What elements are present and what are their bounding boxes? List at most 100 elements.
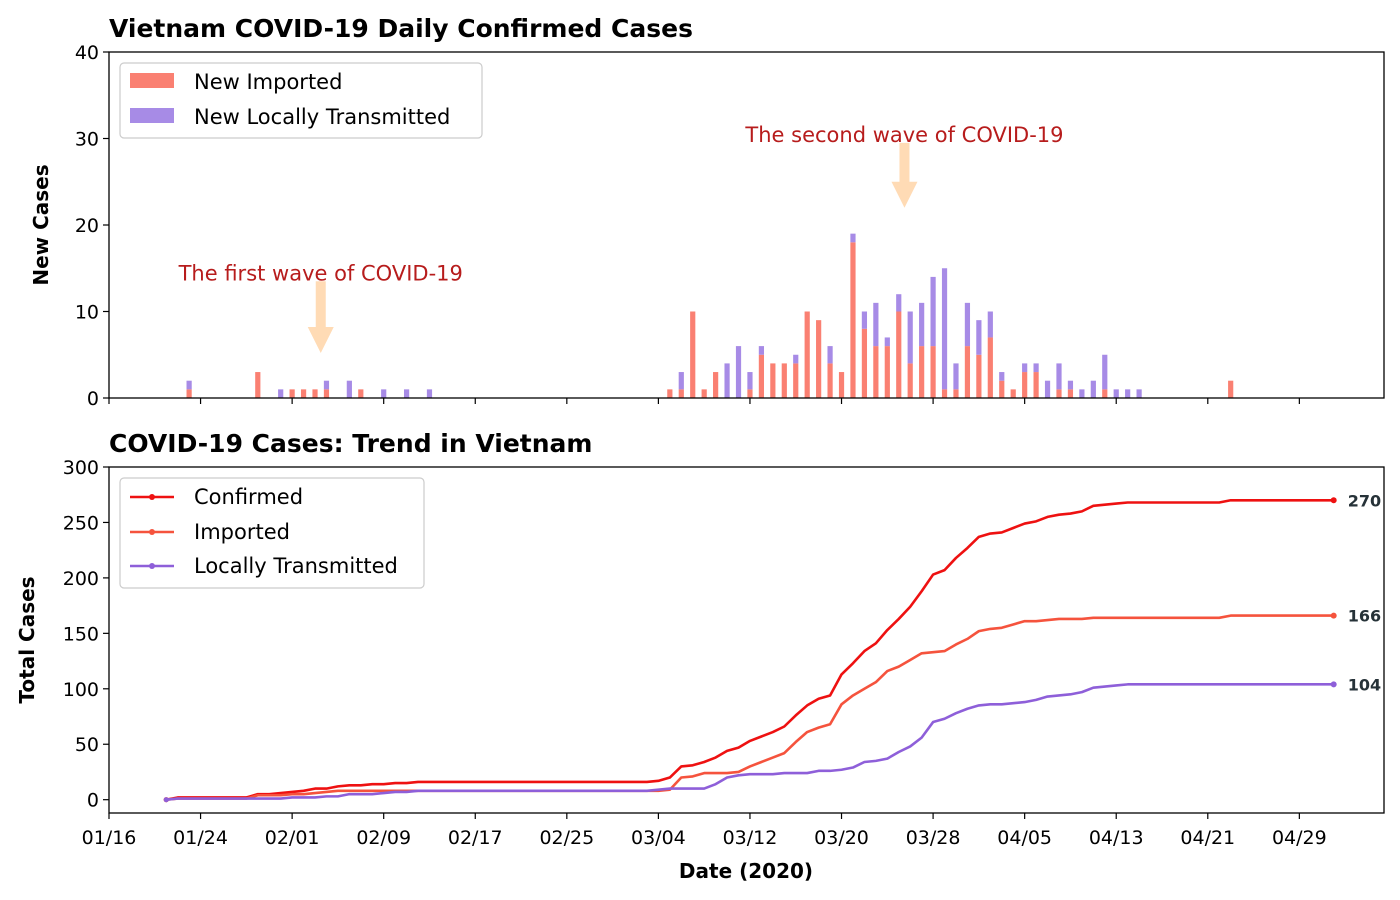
bar-imported <box>850 242 856 398</box>
legend-label-new-local: New Locally Transmitted <box>194 105 450 129</box>
bar-local <box>999 372 1005 381</box>
bar-local <box>884 337 890 347</box>
bar-local <box>278 389 284 398</box>
daily-cases-chart: Vietnam COVID-19 Daily Confirmed Cases N… <box>29 14 1385 410</box>
bar-local <box>1113 389 1119 398</box>
chart2-ylabel: Total Cases <box>15 576 39 703</box>
chart1-ylabel: New Cases <box>29 164 53 285</box>
bar-local <box>827 346 833 364</box>
bar-local <box>976 320 982 355</box>
bar-imported <box>1033 372 1039 398</box>
bar-imported <box>838 372 845 398</box>
bar-local <box>426 389 433 398</box>
bar-local <box>1125 389 1131 398</box>
chart2-end-labels: 270 166 104 <box>1348 491 1381 694</box>
bar-local <box>861 311 868 329</box>
chart2-legend-box <box>119 477 425 589</box>
bar-imported <box>976 354 982 398</box>
chart1-ytick-label: 10 <box>75 302 99 324</box>
bar-local <box>724 363 730 398</box>
bar-imported <box>690 311 696 398</box>
bar-imported <box>255 372 261 398</box>
chart2-xtick-label: 02/01 <box>265 827 320 849</box>
bar-imported <box>358 389 364 398</box>
line-end-marker <box>1330 681 1337 688</box>
bar-imported <box>758 354 765 398</box>
chart2-xtick-label: 02/09 <box>356 827 411 849</box>
bar-imported <box>896 311 902 398</box>
bar-local <box>381 389 387 398</box>
end-label-locally-transmitted: 104 <box>1348 675 1381 694</box>
chart1-annotations: The first wave of COVID-19 The second wa… <box>178 123 1064 354</box>
bar-local <box>1136 389 1142 398</box>
chart1-ytick-label: 0 <box>87 388 99 410</box>
bar-local <box>850 233 856 243</box>
chart2-ytick-label: 250 <box>63 512 99 534</box>
bar-local <box>735 346 742 398</box>
chart2-ytick-label: 300 <box>63 457 99 479</box>
bar-imported <box>289 389 295 398</box>
annotation-arrow <box>307 281 334 354</box>
legend-marker-local <box>149 563 155 569</box>
bar-local <box>323 380 330 390</box>
chart1-legend: New Imported New Locally Transmitted <box>119 62 483 139</box>
bar-local <box>186 380 192 390</box>
end-label-imported: 166 <box>1348 607 1381 626</box>
bar-local <box>1079 389 1085 398</box>
bar-imported <box>861 328 868 398</box>
bar-local <box>758 346 765 355</box>
bar-local <box>987 311 993 338</box>
chart2-xtick-label: 04/05 <box>997 827 1052 849</box>
chart2-title: COVID-19 Cases: Trend in Vietnam <box>109 429 592 458</box>
chart2-legend: Confirmed Imported Locally Transmitted <box>119 477 425 589</box>
chart2-xtick-label: 01/16 <box>82 827 137 849</box>
bar-local <box>964 302 971 347</box>
legend-marker-imported <box>149 529 155 535</box>
legend-marker-confirmed <box>149 494 155 500</box>
chart1-ytick-label: 20 <box>75 215 99 237</box>
chart2-x-axis: 01/16 01/24 02/01 02/09 02/17 02/25 03/04 03/12… <box>82 813 1327 849</box>
bar-imported <box>1102 389 1108 398</box>
chart1-legend-box <box>119 62 483 139</box>
chart1-x-axis <box>108 398 1300 404</box>
legend-label-new-imported: New Imported <box>194 70 342 94</box>
chart1-bars <box>186 233 1234 398</box>
bar-local <box>346 380 352 398</box>
chart1-ytick-label: 40 <box>75 42 99 64</box>
bar-imported <box>312 389 318 398</box>
bar-imported <box>884 346 890 398</box>
bar-local <box>1090 380 1096 398</box>
bar-local <box>941 268 948 390</box>
bar-imported <box>186 389 192 398</box>
bar-imported <box>987 337 993 398</box>
chart2-xtick-label: 04/21 <box>1180 827 1235 849</box>
bar-local <box>1044 380 1051 398</box>
bar-imported <box>1010 389 1016 398</box>
chart2-xtick-label: 03/20 <box>814 827 869 849</box>
bar-local <box>1067 380 1074 390</box>
bar-imported <box>827 363 833 398</box>
bar-imported <box>747 389 753 398</box>
chart1-ytick-label: 30 <box>75 129 99 151</box>
chart2-ytick-label: 150 <box>63 623 99 645</box>
chart2-xtick-label: 01/24 <box>173 827 228 849</box>
bar-local <box>678 372 684 390</box>
bar-local <box>907 311 913 364</box>
legend-swatch-imported <box>130 73 174 88</box>
bar-local <box>930 276 936 347</box>
chart2-lines <box>163 497 1337 803</box>
chart2-xtick-label: 03/12 <box>723 827 778 849</box>
cumulative-cases-chart: COVID-19 Cases: Trend in Vietnam Total C… <box>15 429 1385 883</box>
line-confirmed <box>165 498 1334 801</box>
chart1-y-axis: 0 10 20 30 40 <box>75 42 109 410</box>
legend-label-locally-transmitted: Locally Transmitted <box>194 554 398 578</box>
chart2-xtick-label: 02/25 <box>539 827 594 849</box>
chart2-xtick-label: 03/04 <box>631 827 686 849</box>
bar-imported <box>907 363 913 398</box>
bar-imported <box>713 372 719 398</box>
chart2-xtick-label: 03/28 <box>906 827 961 849</box>
bar-imported <box>300 389 307 398</box>
bar-imported <box>953 389 959 398</box>
bar-imported <box>678 389 684 398</box>
chart2-xlabel: Date (2020) <box>679 859 813 883</box>
